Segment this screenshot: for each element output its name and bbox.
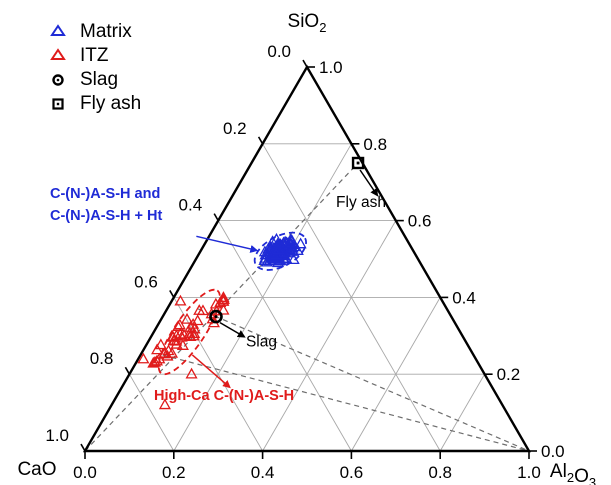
data-point-itz [180, 312, 194, 324]
data-point-itz [154, 338, 167, 350]
grid-line [439, 373, 485, 452]
tick-label-bottom: 0.4 [251, 463, 275, 482]
data-point-itz [217, 295, 230, 306]
fly-ash-point [351, 156, 365, 170]
fly-ash-point-center [356, 161, 360, 165]
slag-arrow [219, 321, 246, 338]
data-point-matrix [285, 244, 299, 256]
cluster-ellipse-matrix [253, 231, 307, 271]
triangle-marker-icon [50, 24, 66, 36]
tick-labels: 0.0 0.2 0.4 0.6 0.8 1.00.00.20.40.60.81.01.00… [45, 42, 564, 482]
data-point-itz [174, 327, 187, 339]
tick-label-bottom: 1.0 [517, 463, 541, 482]
dashed-reference-line [162, 354, 530, 452]
tick-label-bottom: 0.8 [428, 463, 452, 482]
legend-label: Fly ash [80, 93, 142, 114]
grid-line [262, 220, 397, 452]
data-point-itz [158, 398, 171, 410]
tick-label-left: 0.0 [267, 42, 291, 61]
data-points [137, 156, 365, 410]
data-point-matrix [262, 242, 275, 254]
annotation-label: Fly ash [336, 194, 386, 211]
data-point-matrix [271, 240, 285, 251]
legend-label: Slag [80, 69, 119, 90]
fly-ash-arrow [359, 169, 379, 197]
tick-label-right: 0.4 [452, 288, 476, 307]
tick-label-left: 1.0 [45, 426, 69, 445]
data-point-matrix [260, 255, 273, 267]
itz-annotation-arrow [191, 354, 231, 389]
tick-mark [257, 136, 264, 145]
data-point-itz [148, 355, 161, 367]
data-point-itz [174, 294, 187, 306]
annotation-label: Slag [246, 334, 277, 351]
apex-label-cao: CaO [17, 459, 56, 480]
square-dot-marker-icon [52, 98, 64, 110]
cluster-ellipse-itz [157, 288, 221, 376]
tick-label-bottom: 0.2 [162, 463, 186, 482]
tick-label-right: 0.8 [363, 135, 387, 154]
cluster-itz [137, 288, 230, 376]
circle-dot-marker-icon [52, 74, 64, 86]
triangle-marker-icon [50, 48, 66, 60]
data-point-itz [193, 304, 206, 315]
matrix-annotation-arrow [196, 235, 259, 253]
tick-mark [124, 366, 131, 375]
data-point-itz [217, 303, 230, 315]
apex-label-al2o3: Al2O3 [550, 461, 596, 485]
data-point-matrix [266, 235, 279, 247]
slag-point-center [214, 315, 218, 319]
tick-label-left: 0.8 [90, 349, 114, 368]
data-point-matrix [279, 252, 292, 263]
legend-label: ITZ [80, 45, 109, 66]
tick-mark [80, 443, 86, 452]
tick-label-left: 0.6 [134, 272, 158, 291]
data-point-itz [191, 314, 204, 326]
tick-label-right: 0.6 [408, 212, 432, 231]
tick-mark [302, 59, 308, 68]
tick-label-right: 0.0 [541, 442, 565, 461]
annotation-label: C-(N-)A-S-H + Ht [50, 208, 163, 224]
data-point-itz [168, 334, 181, 346]
data-point-itz [165, 346, 179, 358]
data-point-matrix [266, 246, 280, 258]
data-point-itz [185, 367, 198, 379]
tick-mark [169, 290, 175, 298]
data-point-itz [137, 352, 150, 364]
dashed-reference-line [197, 308, 530, 452]
cluster-matrix [253, 231, 307, 271]
apex-labels: SiO2 CaO Al2O3 [17, 11, 596, 485]
grid-line [217, 220, 352, 452]
tick-label-left: 0.2 [223, 119, 247, 138]
data-point-itz [187, 329, 200, 341]
tick-label-bottom: 0.6 [340, 463, 364, 482]
tick-label-left: 0.4 [179, 196, 203, 215]
grid-layer [129, 143, 485, 452]
data-point-matrix [272, 243, 285, 255]
grid-line [129, 373, 175, 452]
data-point-itz [161, 349, 174, 361]
tick-label-bottom: 0.0 [73, 463, 97, 482]
tick-label-right: 0.2 [497, 365, 521, 384]
data-point-matrix [291, 244, 304, 255]
grid-line [351, 297, 441, 452]
triangle-outline [82, 64, 532, 453]
annotations: C-(N-)A-S-H and C-(N-)A-S-H + Ht High-Ca C… [50, 169, 386, 404]
apex-label-sio2: SiO2 [288, 11, 327, 35]
tick-mark [213, 213, 219, 221]
tick-label-right: 1.0 [319, 58, 343, 77]
data-point-itz [151, 343, 164, 355]
annotation-label: C-(N-)A-S-H and [50, 186, 160, 202]
legend-label: Matrix [80, 21, 132, 42]
annotation-label: High-Ca C-(N-)A-S-H [154, 388, 294, 404]
data-point-matrix [282, 239, 296, 250]
slag-point [209, 309, 223, 324]
data-point-matrix [294, 237, 307, 249]
triangle-frame [82, 64, 532, 453]
data-point-itz [184, 321, 197, 332]
